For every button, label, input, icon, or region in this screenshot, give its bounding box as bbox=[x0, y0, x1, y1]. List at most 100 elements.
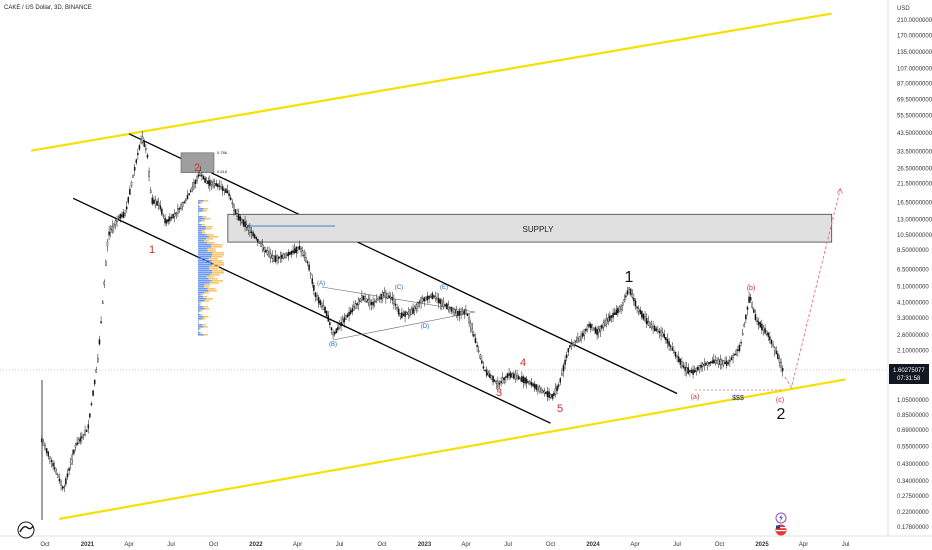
candle-body bbox=[433, 295, 435, 298]
profile-bar-up bbox=[198, 300, 205, 302]
candle-body bbox=[172, 213, 174, 219]
candle-body bbox=[101, 301, 104, 304]
candle-body bbox=[596, 328, 598, 336]
profile-bar-up bbox=[198, 290, 209, 292]
candle-body bbox=[757, 321, 760, 325]
price-tick-label: 13.00000000 bbox=[897, 218, 932, 224]
candle-body bbox=[375, 299, 378, 303]
candle-body bbox=[404, 311, 406, 317]
candle-body bbox=[332, 332, 334, 336]
candle-body bbox=[543, 390, 546, 394]
profile-bar-down bbox=[209, 268, 219, 270]
candle-body bbox=[714, 360, 717, 364]
profile-bar-down bbox=[203, 296, 208, 298]
supply-zone bbox=[227, 213, 833, 243]
candle-body bbox=[119, 214, 122, 219]
candle-body bbox=[677, 356, 680, 363]
candle-body bbox=[364, 296, 366, 302]
profile-bar-up bbox=[198, 244, 212, 246]
candle-body bbox=[269, 253, 272, 258]
profile-bar-down bbox=[206, 238, 214, 240]
candle-body bbox=[525, 378, 528, 384]
candle-body bbox=[177, 208, 179, 214]
profile-bar-up bbox=[198, 234, 207, 236]
profile-bar-up bbox=[198, 292, 205, 294]
candle-body bbox=[537, 386, 539, 391]
price-tick-label: 0.55000000 bbox=[897, 444, 929, 450]
profile-bar-up bbox=[198, 208, 204, 210]
profile-bar-up bbox=[198, 316, 204, 318]
candle-body bbox=[716, 359, 718, 364]
profile-bar-down bbox=[209, 282, 220, 284]
event-markers[interactable] bbox=[775, 512, 787, 536]
candle-body bbox=[610, 315, 613, 318]
currency-label: USD bbox=[897, 6, 910, 12]
profile-bar-down bbox=[201, 220, 205, 222]
candle-body bbox=[609, 315, 611, 321]
candle-body bbox=[634, 300, 637, 307]
profile-bar-down bbox=[209, 274, 220, 276]
candle-body bbox=[492, 375, 494, 383]
candle-body bbox=[186, 195, 189, 200]
time-axis[interactable]: Oct 2021 Apr Jul Oct 2022 Apr Jul Oct 2023 Apr Jul O… bbox=[40, 542, 849, 548]
profile-bar-up bbox=[198, 268, 210, 270]
profile-bar-down bbox=[212, 270, 224, 272]
profile-bar-up bbox=[198, 224, 202, 226]
candle-body bbox=[753, 309, 755, 313]
tradingview-logo[interactable] bbox=[17, 521, 35, 539]
candle-body bbox=[431, 292, 434, 300]
profile-bar-up bbox=[198, 284, 205, 286]
candle-body bbox=[626, 290, 629, 295]
candle-body bbox=[386, 293, 389, 299]
profile-bar-down bbox=[199, 304, 201, 306]
candle-body bbox=[477, 350, 480, 353]
profile-bar-down bbox=[206, 234, 214, 236]
profile-bar-up bbox=[198, 322, 199, 324]
candle-body bbox=[740, 341, 742, 344]
candle-body bbox=[345, 315, 347, 320]
candle-body bbox=[682, 365, 685, 368]
candle-body bbox=[465, 309, 467, 315]
candle-body bbox=[343, 317, 346, 322]
profile-bar-down bbox=[203, 240, 209, 242]
price-tick-label: 1.05000000 bbox=[897, 398, 929, 404]
candle-body bbox=[338, 324, 341, 329]
candle-body bbox=[445, 303, 448, 310]
candle-body bbox=[585, 329, 587, 332]
channel-line bbox=[30, 12, 832, 152]
candle-body bbox=[738, 344, 741, 352]
profile-bar-up bbox=[198, 228, 206, 230]
candle-body bbox=[394, 303, 397, 306]
time-tick-label: Oct bbox=[40, 542, 50, 548]
candle-body bbox=[127, 197, 130, 203]
candle-body bbox=[85, 429, 88, 432]
candle-body bbox=[193, 182, 195, 189]
candle-body bbox=[165, 219, 168, 224]
profile-bar-down bbox=[202, 324, 206, 326]
candle-body bbox=[125, 206, 128, 210]
candle-body bbox=[501, 377, 504, 384]
candle-body bbox=[113, 223, 115, 228]
candle-body bbox=[458, 310, 461, 317]
candle-body bbox=[666, 338, 669, 344]
profile-bar-up bbox=[198, 250, 208, 252]
candle-body bbox=[417, 302, 419, 308]
current-price-box bbox=[889, 364, 929, 384]
candle-body bbox=[308, 264, 310, 271]
candle-body bbox=[708, 362, 710, 365]
candle-body bbox=[669, 345, 672, 348]
candle-body bbox=[257, 238, 259, 243]
candle-body bbox=[295, 246, 298, 253]
candle-body bbox=[570, 344, 573, 347]
candle-body bbox=[293, 248, 296, 254]
profile-bar-down bbox=[212, 254, 224, 256]
price-tick-label: 8.50000000 bbox=[897, 248, 929, 254]
candle-body bbox=[317, 297, 320, 304]
candle-body bbox=[615, 309, 618, 316]
candle-body bbox=[220, 186, 222, 189]
candle-body bbox=[681, 361, 683, 367]
profile-bar-down bbox=[204, 286, 210, 288]
candle-body bbox=[63, 486, 66, 489]
